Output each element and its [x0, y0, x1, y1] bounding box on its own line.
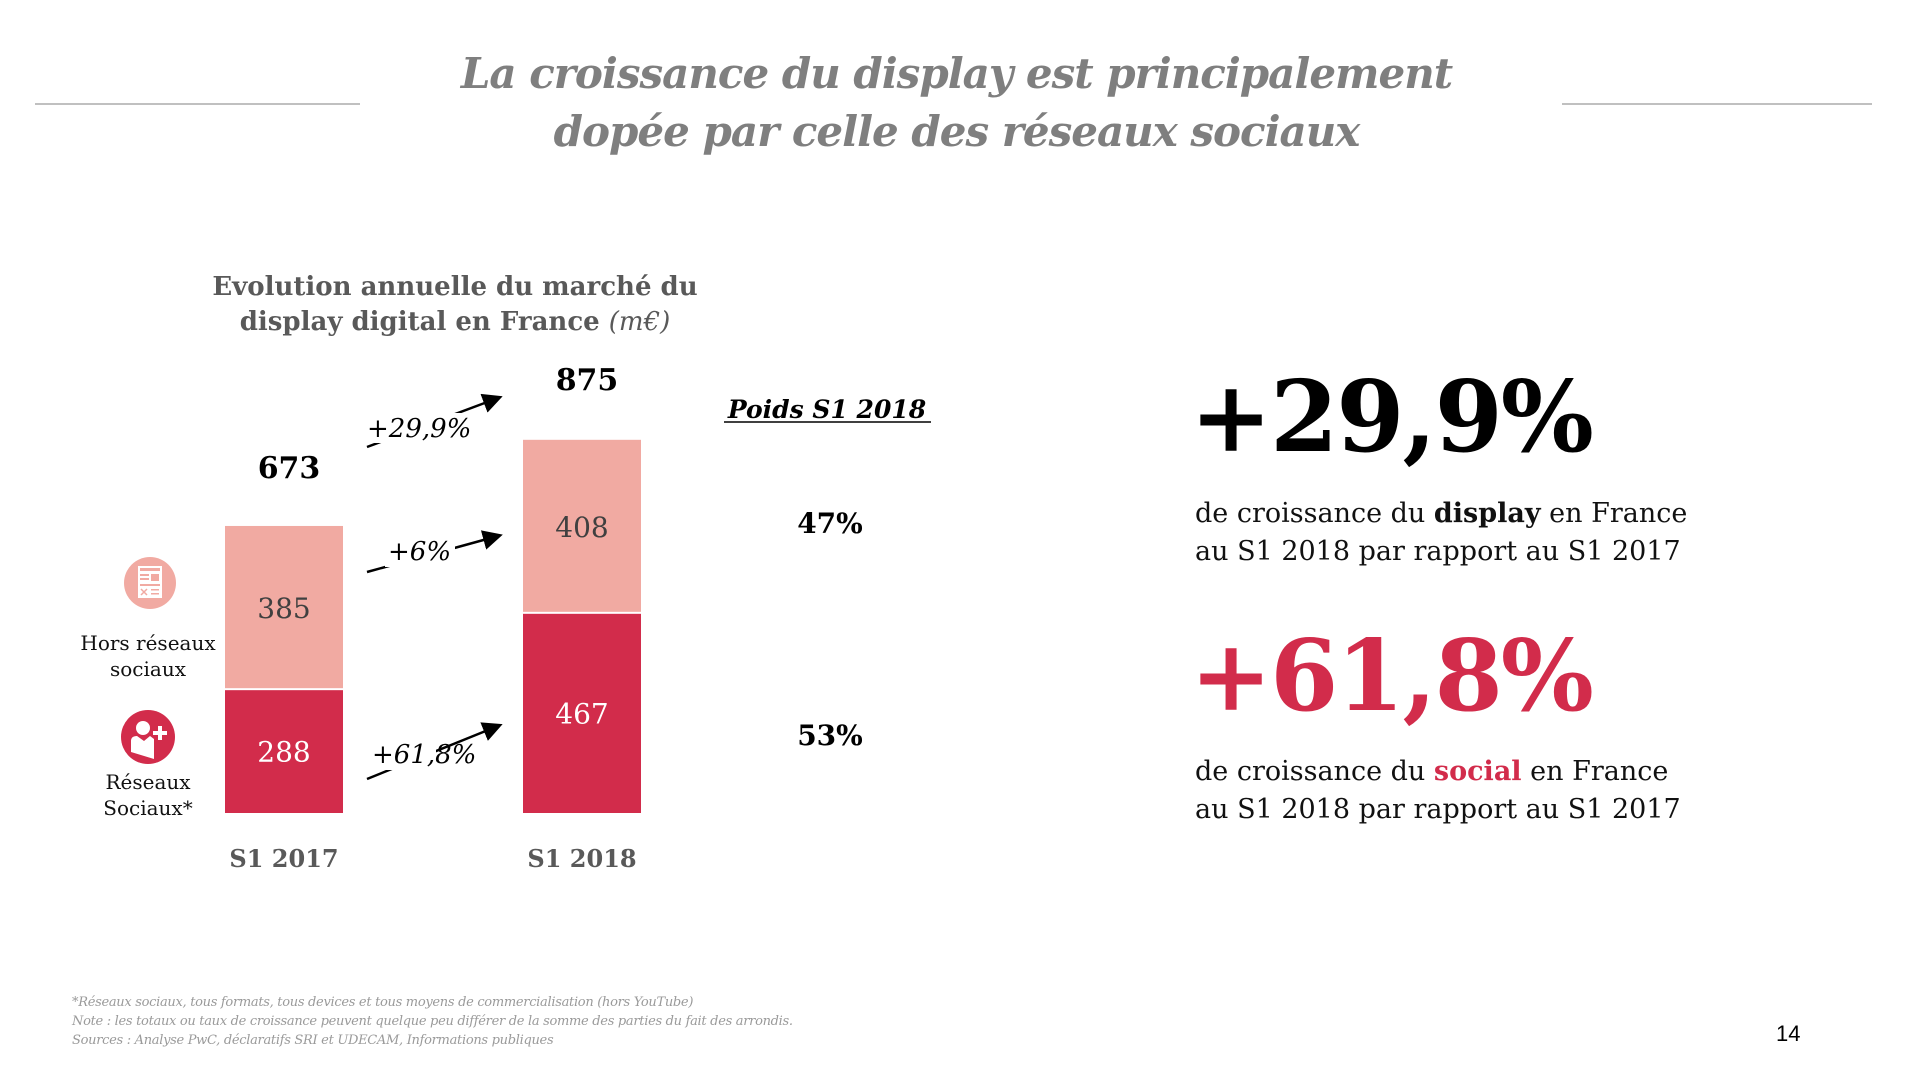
stacked-bar-chart: Hors réseaux sociaux Réseaux Sociaux* 28…: [80, 363, 931, 873]
footnotes: *Réseaux sociaux, tous formats, tous dev…: [72, 993, 793, 1050]
bar-segment-social-s1-2017: [225, 690, 343, 813]
kpi-social-description: de croissance du social en France au S1 …: [1195, 753, 1681, 829]
legend-label-social-line2: Sociaux*: [103, 796, 192, 820]
chart-title-line2: display digital en France: [239, 307, 600, 337]
legend-label-social-line1: Réseaux: [105, 770, 191, 794]
slide-title-line2: dopée par celle des réseaux sociaux: [553, 107, 1361, 156]
weight-social: 53%: [797, 719, 863, 752]
footnote-sources: Sources : Analyse PwC, déclaratifs SRI e…: [72, 1033, 554, 1048]
footnote-asterisk: *Réseaux sociaux, tous formats, tous dev…: [72, 995, 694, 1010]
kpi-social-text-pre: de croissance du: [1195, 756, 1434, 787]
title-rule-left: [35, 103, 360, 105]
kpi-display-text-pre: de croissance du: [1195, 498, 1434, 529]
bar-value-label-non-social-s1-2017: 385: [257, 592, 310, 625]
legend-label-non-social-line2: sociaux: [110, 657, 187, 681]
kpi-social-text-line2: au S1 2018 par rapport au S1 2017: [1195, 794, 1681, 825]
slide-title: La croissance du display est principalem…: [300, 45, 1613, 161]
bar-segment-non-social-s1-2017: [225, 525, 343, 689]
weights-header: Poids S1 2018: [727, 395, 926, 424]
bar-segment-social-s1-2018: [523, 613, 641, 813]
social-user-plus-icon: [121, 710, 175, 764]
kpi-social-growth: +61,8%: [1190, 619, 1594, 734]
growth-label-social: +61,8%: [372, 740, 476, 770]
bar-value-label-social-s1-2018: 467: [555, 697, 608, 730]
newsletter-icon: [124, 557, 176, 609]
kpi-display-growth: +29,9%: [1190, 360, 1594, 475]
category-label-s1-2017: S1 2017: [229, 844, 338, 873]
title-rule-right: [1562, 103, 1872, 105]
legend-label-non-social-line1: Hors réseaux: [80, 631, 216, 655]
kpi-display-keyword: display: [1433, 498, 1541, 529]
kpi-social-text-post: en France: [1521, 756, 1669, 787]
page-number: 14: [1776, 1021, 1801, 1046]
bar-segment-non-social-s1-2018: [523, 439, 641, 612]
kpi-display-text-post: en France: [1540, 498, 1688, 529]
bar-value-label-non-social-s1-2018: 408: [555, 511, 608, 544]
slide-title-line1: La croissance du display est principalem…: [460, 49, 1453, 98]
weight-non-social: 47%: [797, 507, 863, 540]
footnote-note: Note : les totaux ou taux de croissance …: [72, 1014, 793, 1029]
chart-title: Evolution annuelle du marché du display …: [150, 270, 760, 340]
kpi-display-description: de croissance du display en France au S1…: [1195, 495, 1687, 571]
bar-total-label-s1-2018: 875: [556, 363, 619, 398]
chart-unit: (m€): [608, 307, 671, 337]
bar-total-label-s1-2017: 673: [258, 451, 321, 486]
category-label-s1-2018: S1 2018: [527, 844, 636, 873]
bar-value-label-social-s1-2017: 288: [257, 736, 310, 769]
kpi-display-text-line2: au S1 2018 par rapport au S1 2017: [1195, 536, 1681, 567]
chart-title-line1: Evolution annuelle du marché du: [212, 272, 698, 302]
growth-label-non-social: +6%: [388, 537, 451, 567]
growth-label-total: +29,9%: [367, 414, 471, 444]
kpi-social-keyword: social: [1433, 756, 1522, 787]
